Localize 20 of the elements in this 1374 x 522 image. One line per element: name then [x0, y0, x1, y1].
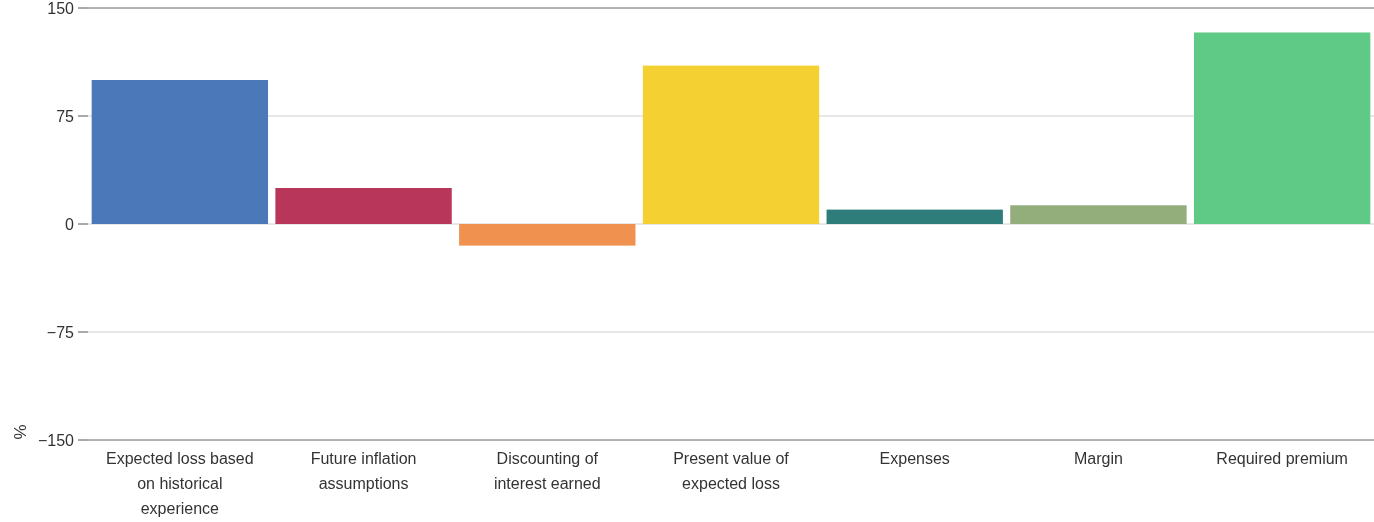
bar: [1010, 205, 1187, 224]
y-tick-label: 75: [56, 107, 75, 125]
y-axis-title: %: [11, 424, 30, 440]
bar: [1193, 32, 1371, 224]
x-tick-label: Margin: [1073, 450, 1123, 467]
x-tick-label: Present value of expected loss: [673, 450, 790, 492]
y-tick-label: 0: [65, 215, 75, 233]
y-tick-label: −150: [37, 431, 75, 449]
bar: [459, 224, 636, 246]
x-tick-label: Required premium: [1216, 450, 1348, 467]
x-tick-label: Future inflation assumptions: [310, 450, 417, 492]
x-tick-label: Discounting of interest earned: [493, 450, 601, 492]
bar: [91, 80, 269, 224]
bar: [642, 65, 820, 224]
y-tick-label: 150: [47, 0, 75, 17]
x-tick-label: Expected loss based on historical experience: [106, 450, 254, 517]
bar: [826, 209, 1003, 224]
y-tick-label: −75: [46, 323, 75, 341]
bar: [275, 188, 452, 224]
x-tick-label: Expenses: [879, 450, 950, 467]
